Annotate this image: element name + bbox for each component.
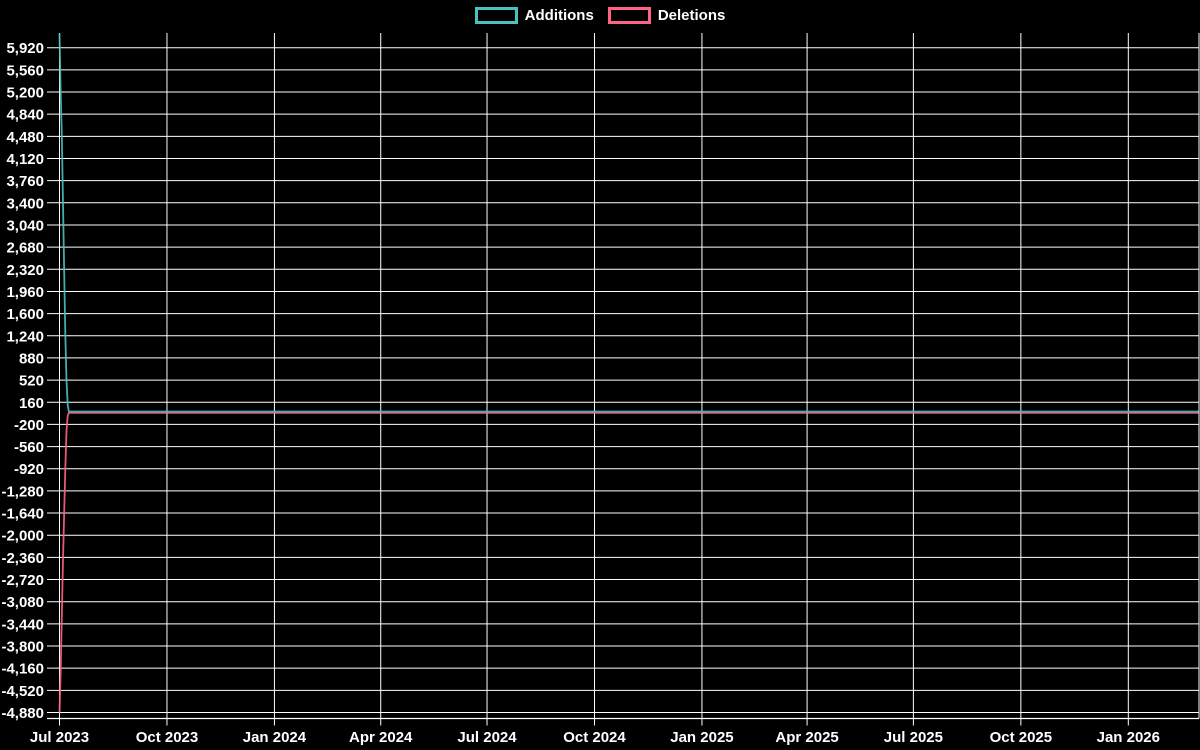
- additions-line: [58, 33, 1199, 413]
- gridlines: [47, 33, 1199, 726]
- y-tick-label: -200: [14, 417, 44, 434]
- y-tick-label: -3,440: [1, 616, 44, 633]
- chart-legend: Additions Deletions: [0, 7, 1200, 24]
- axis-borders: [47, 33, 1200, 720]
- y-tick-label: 3,400: [6, 195, 44, 212]
- y-tick-label: -1,280: [1, 483, 44, 500]
- y-tick-label: -2,360: [1, 550, 44, 567]
- x-tick-label: Jan 2026: [1097, 729, 1160, 746]
- x-tick-label: Jul 2023: [30, 729, 89, 746]
- x-axis-labels: Jul 2023 Oct 2023 Jan 2024 Apr 2024 Jul 2024…: [30, 729, 1160, 746]
- y-tick-label: 520: [19, 373, 44, 390]
- legend-item-additions[interactable]: Additions: [474, 7, 594, 24]
- deletions-line: [58, 411, 1199, 713]
- y-tick-label: -3,800: [1, 639, 44, 656]
- x-tick-label: Jan 2025: [670, 729, 733, 746]
- y-tick-label: -3,080: [1, 594, 44, 611]
- y-tick-label: 3,760: [6, 173, 44, 190]
- y-tick-label: 1,600: [6, 306, 44, 323]
- legend-label-deletions: Deletions: [657, 7, 726, 24]
- y-tick-label: -2,000: [1, 528, 44, 545]
- x-tick-label: Jul 2025: [884, 729, 943, 746]
- y-tick-label: -920: [14, 461, 44, 478]
- y-tick-label: 4,840: [6, 107, 44, 124]
- x-tick-label: Apr 2025: [775, 729, 838, 746]
- x-tick-label: Jan 2024: [243, 729, 307, 746]
- y-tick-label: 1,960: [6, 284, 44, 301]
- x-tick-label: Apr 2024: [349, 729, 413, 746]
- y-tick-label: 3,040: [6, 217, 44, 234]
- y-tick-label: -1,640: [1, 506, 44, 523]
- x-tick-label: Oct 2024: [563, 729, 626, 746]
- y-tick-label: -560: [14, 439, 44, 456]
- y-tick-label: 4,480: [6, 129, 44, 146]
- y-tick-label: 5,920: [6, 40, 44, 57]
- y-tick-label: -4,880: [1, 705, 44, 722]
- x-tick-label: Jul 2024: [457, 729, 517, 746]
- y-tick-label: 5,560: [6, 62, 44, 79]
- series-lines: [58, 33, 1199, 713]
- x-tick-label: Oct 2023: [136, 729, 199, 746]
- y-axis-labels: 5,920 5,560 5,200 4,840 4,480 4,120 3,760 3,400…: [1, 40, 44, 722]
- y-tick-label: 5,200: [6, 85, 44, 102]
- additions-swatch: [474, 7, 518, 24]
- y-tick-label: -4,160: [1, 661, 44, 678]
- y-tick-label: -4,520: [1, 683, 44, 700]
- x-tick-label: Oct 2025: [990, 729, 1053, 746]
- legend-item-deletions[interactable]: Deletions: [607, 7, 726, 24]
- y-tick-label: 4,120: [6, 151, 44, 168]
- y-tick-label: 2,320: [6, 262, 44, 279]
- legend-label-additions: Additions: [524, 7, 594, 24]
- y-tick-label: 880: [19, 350, 44, 367]
- deletions-swatch: [607, 7, 651, 24]
- y-tick-label: 1,240: [6, 328, 44, 345]
- y-tick-label: -2,720: [1, 572, 44, 589]
- y-tick-label: 160: [19, 395, 44, 412]
- y-tick-label: 2,680: [6, 240, 44, 257]
